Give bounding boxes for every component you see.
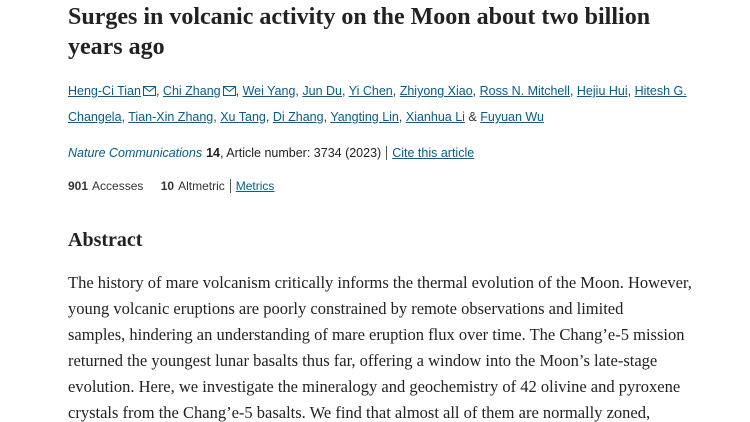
author-separator: , [213,110,217,124]
author: Ross N. Mitchell, [480,84,574,98]
abstract-line: evolution. Here, we investigate the mine… [68,377,681,396]
author: Xianhua Li & [406,110,477,124]
abstract-line: The history of mare volcanism critically… [68,273,692,292]
author: Wei Yang, [243,84,299,98]
abstract-line: young volcanic eruptions are poorly cons… [68,299,624,318]
article-title: Surges in volcanic activity on the Moon … [68,4,651,60]
author-separator: , [627,84,632,98]
author-link[interactable]: Xu Tang [220,110,266,124]
author-separator: , [121,110,125,124]
author-separator: , [341,84,346,98]
article-info: , Article number: 3734 (2023) [220,146,382,160]
author: Xu Tang, [220,110,269,124]
abstract-heading: Abstract [68,229,143,251]
abstract-line: crystals from the Chang’e-5 basalts. We … [68,403,651,422]
author-list: Heng-Ci Tian, Chi Zhang, Wei Yang, Jun D… [68,78,703,130]
author-link[interactable]: Chi Zhang [162,84,221,98]
author: Yangting Lin, [330,110,402,124]
author: Hejiu Hui, [577,84,631,98]
author-link[interactable]: Heng-Ci Tian [68,84,141,98]
citation-line: Nature Communications 14, Article number:… [68,143,474,163]
author-separator: , [155,84,160,98]
author: Fuyuan Wu [480,110,544,124]
author-link[interactable]: Zhiyong Xiao [399,84,473,98]
author: Chi Zhang, [163,84,239,98]
altmetric-label: Altmetric [178,179,225,193]
author-link[interactable]: Tian-Xin Zhang [128,110,214,124]
abstract-text: The history of mare volcanism critically… [68,270,692,422]
email-icon[interactable] [142,86,156,96]
cite-link[interactable]: Cite this article [392,146,475,160]
altmetric-count: 10 [160,179,175,193]
author: Jun Du, [302,84,345,98]
author: Yi Chen, [349,84,397,98]
metrics-link[interactable]: Metrics [235,179,275,193]
abstract-line: samples, hindering an understanding of m… [68,325,685,344]
author-link[interactable]: Di Zhang [272,110,324,124]
author-link[interactable]: Yi Chen [348,84,393,98]
author: Zhiyong Xiao, [400,84,476,98]
email-icon[interactable] [222,86,236,96]
author-separator: , [323,110,328,124]
author: Di Zhang, [273,110,327,124]
author-separator: , [472,84,477,98]
metrics-line: 901 Accesses 10 Altmetric Metrics [68,176,274,196]
author-separator: & [468,110,477,124]
accesses-count: 901 [68,179,89,193]
author-separator: , [295,84,299,98]
author-link[interactable]: Xianhua Li [405,110,465,124]
author-separator: , [398,110,403,124]
author: Tian-Xin Zhang, [128,110,216,124]
author: Heng-Ci Tian, [68,84,159,98]
author-link[interactable]: Hitesh G. Changela [68,84,687,124]
journal-name: Nature Communications [68,146,203,160]
author-link[interactable]: Ross N. Mitchell [479,84,570,98]
author-link[interactable]: Yangting Lin [330,110,399,124]
author-separator: , [235,84,240,98]
author-separator: , [265,110,270,124]
accesses-label: Accesses [92,179,144,193]
abstract-line: returned the youngest lunar basalts thus… [68,351,658,370]
author-link[interactable]: Fuyuan Wu [480,110,544,124]
author-separator: , [569,84,574,98]
author-separator: , [392,84,397,98]
author-link[interactable]: Wei Yang [242,84,296,98]
author-link[interactable]: Jun Du [302,84,342,98]
author-link[interactable]: Hejiu Hui [576,84,628,98]
author: Hitesh G. Changela, [68,84,687,124]
volume: 14 [206,146,220,160]
